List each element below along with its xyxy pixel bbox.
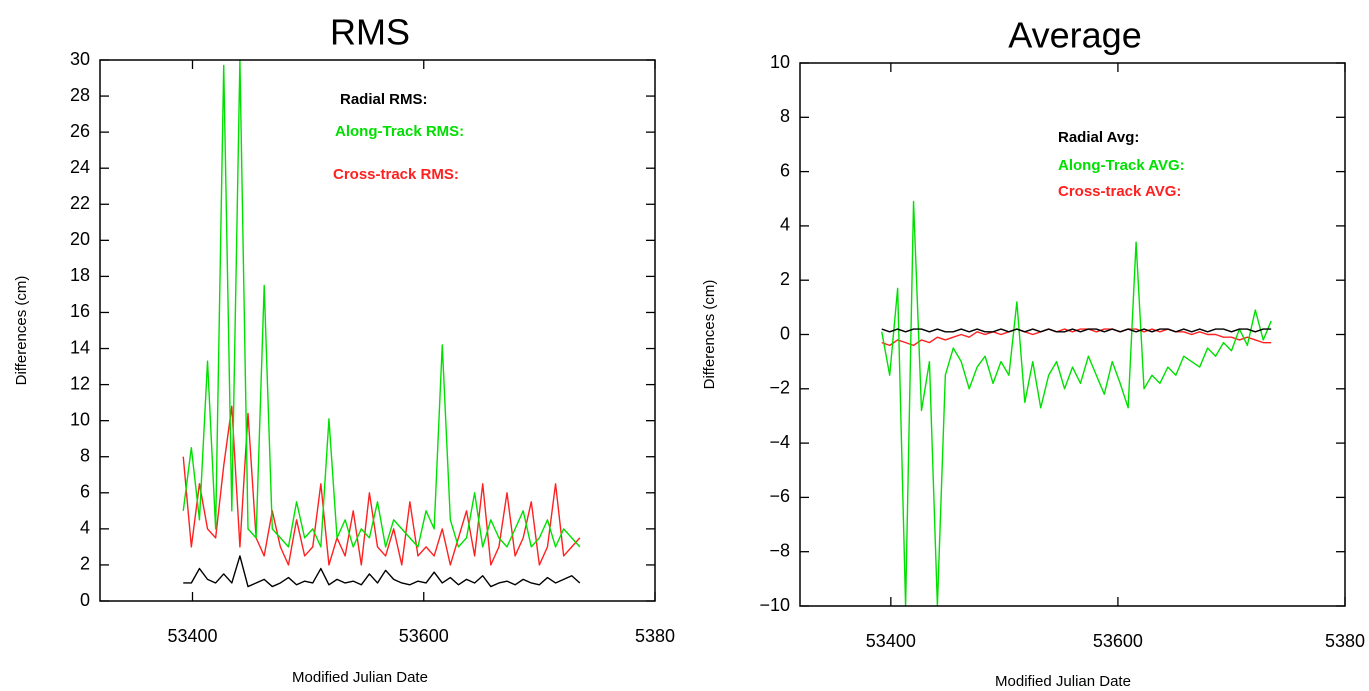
y-tick-label: 20 — [70, 229, 90, 249]
legend-label: Cross-track AVG: — [1058, 183, 1181, 200]
legend-label: Along-Track RMS: — [335, 123, 464, 140]
x-tick-label: 53400 — [866, 631, 916, 651]
y-tick-label: 18 — [70, 265, 90, 285]
legend-label: Cross-track RMS: — [333, 166, 459, 183]
y-tick-label: 4 — [80, 518, 90, 538]
legend-label: Along-Track AVG: — [1058, 157, 1185, 174]
y-tick-label: 4 — [780, 215, 790, 235]
y-tick-label: 0 — [780, 323, 790, 343]
y-tick-label: 2 — [780, 269, 790, 289]
y-tick-label: 8 — [780, 106, 790, 126]
y-tick-label: 28 — [70, 85, 90, 105]
y-axis-label: Differences (cm) — [701, 280, 718, 390]
plot-frame — [99, 59, 656, 602]
y-tick-label: −2 — [769, 378, 790, 398]
series-line — [182, 59, 581, 548]
y-tick-label: 10 — [770, 52, 790, 72]
y-tick-label: 30 — [70, 49, 90, 69]
y-tick-label: 6 — [780, 160, 790, 180]
x-axis-label: Modified Julian Date — [292, 669, 428, 686]
plot-frame — [799, 62, 1346, 607]
legend-label: Radial RMS: — [340, 91, 428, 108]
y-tick-label: −6 — [769, 486, 790, 506]
y-tick-label: 26 — [70, 121, 90, 141]
x-tick-label: 53600 — [1093, 631, 1143, 651]
chart-title: Average — [1008, 15, 1141, 56]
y-tick-label: 14 — [70, 337, 90, 357]
series-line — [881, 328, 1272, 347]
y-axis-label: Differences (cm) — [13, 276, 30, 386]
x-tick-label: 5380 — [1325, 631, 1365, 651]
chart-title: RMS — [330, 12, 410, 53]
y-tick-label: 10 — [70, 409, 90, 429]
x-tick-label: 53600 — [399, 626, 449, 646]
y-tick-label: 22 — [70, 193, 90, 213]
series-line — [182, 405, 581, 566]
y-tick-label: 24 — [70, 157, 90, 177]
y-tick-label: 6 — [80, 482, 90, 502]
y-tick-label: −10 — [759, 595, 790, 615]
x-tick-label: 53400 — [167, 626, 217, 646]
y-tick-label: 0 — [80, 590, 90, 610]
y-tick-label: −8 — [769, 540, 790, 560]
x-axis-label: Modified Julian Date — [995, 673, 1131, 690]
series-line — [881, 200, 1272, 607]
x-tick-label: 5380 — [635, 626, 675, 646]
y-tick-label: 2 — [80, 554, 90, 574]
series-line — [881, 328, 1272, 333]
series-line — [183, 555, 581, 588]
y-tick-label: 12 — [70, 373, 90, 393]
y-tick-label: 16 — [70, 301, 90, 321]
y-tick-label: 8 — [80, 445, 90, 465]
y-tick-label: −4 — [769, 432, 790, 452]
legend-label: Radial Avg: — [1058, 129, 1139, 146]
